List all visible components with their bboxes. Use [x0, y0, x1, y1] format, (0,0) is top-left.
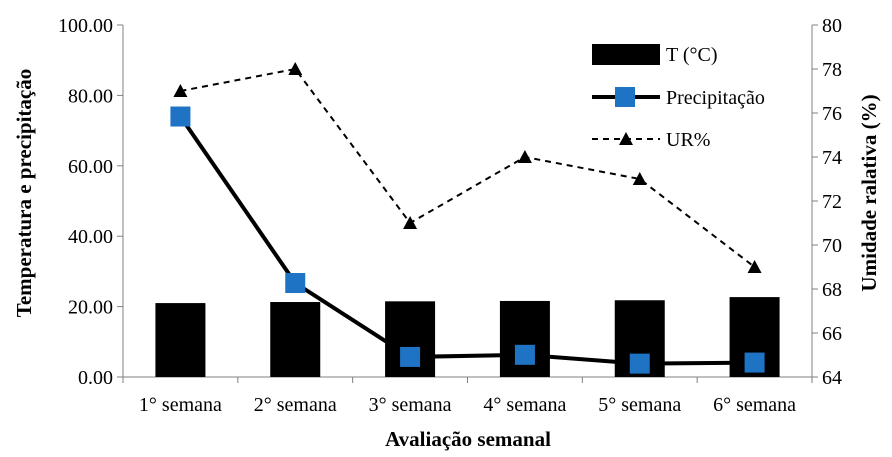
y2-tick-label: 80 [822, 15, 842, 37]
legend-label-temperature: T (°C) [666, 44, 718, 66]
point-ur [173, 84, 188, 97]
y-tick-label: 60.00 [68, 156, 113, 178]
legend: T (°C) Precipitação UR% [592, 44, 765, 151]
x-tick-label: 5° semana [598, 394, 681, 416]
y2-tick-label: 78 [822, 59, 842, 81]
bar-temperature [155, 303, 206, 377]
x-axis-title: Avaliação semanal [385, 427, 551, 451]
y2-axis-title: Umidade ralativa (%) [857, 94, 881, 291]
line-series [170, 62, 765, 374]
y-axis-title: Temperatura e precipitação [12, 69, 36, 317]
point-precipitation [514, 344, 535, 365]
point-precipitation [744, 352, 765, 373]
x-tick-label: 6° semana [713, 394, 796, 416]
y2-tick-label: 70 [822, 235, 842, 257]
y2-tick-label: 74 [822, 147, 842, 169]
x-tick-label: 4° semana [483, 394, 566, 416]
point-ur [747, 260, 762, 273]
line-precipitation [178, 115, 755, 366]
y-tick-label: 100.00 [58, 15, 113, 37]
legend-marker-ur [619, 132, 633, 145]
legend-marker-precipitation [615, 87, 635, 107]
legend-label-ur: UR% [666, 129, 710, 151]
x-tick-label: 1° semana [139, 394, 222, 416]
x-tick-label: 3° semana [369, 394, 452, 416]
line-ur [180, 67, 756, 268]
point-ur [517, 150, 532, 163]
point-precipitation [170, 106, 191, 127]
y-tick-label: 80.00 [68, 85, 113, 107]
point-precipitation [285, 273, 306, 294]
x-tick-label: 2° semana [254, 394, 337, 416]
y-tick-label: 40.00 [68, 226, 113, 248]
y2-tick-label: 72 [822, 191, 842, 213]
point-ur [288, 62, 303, 75]
point-precipitation [400, 346, 421, 367]
axes [117, 24, 818, 383]
point-ur [403, 216, 418, 229]
y2-tick-label: 68 [822, 279, 842, 301]
y2-tick-label: 66 [822, 323, 842, 345]
point-ur [632, 172, 647, 185]
point-precipitation [629, 353, 650, 374]
y-tick-label: 0.00 [78, 367, 113, 389]
y-tick-label: 20.00 [68, 297, 113, 319]
bar-temperature [270, 302, 321, 377]
tick-labels: 0.00 20.00 40.00 60.00 80.00 100.00 64 66 68 70 72… [58, 15, 842, 416]
legend-label-precipitation: Precipitação [666, 87, 765, 109]
bar-temperature [499, 300, 550, 377]
y2-tick-label: 64 [822, 367, 842, 389]
legend-swatch-temperature [592, 44, 660, 65]
y2-tick-label: 76 [822, 103, 842, 125]
